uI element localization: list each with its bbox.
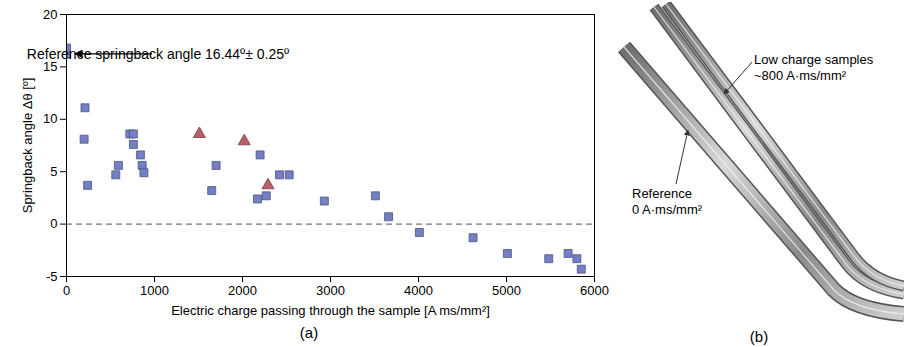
svg-text:20: 20 (43, 7, 57, 22)
svg-text:1000: 1000 (140, 283, 169, 298)
html-text:(b): (b) (749, 328, 769, 345)
svg-text:Reference: Reference (632, 186, 692, 201)
svg-text:Electric charge passing throug: Electric charge passing through the samp… (171, 303, 490, 318)
svg-text:4000: 4000 (404, 283, 433, 298)
svg-text:2000: 2000 (228, 283, 257, 298)
svg-text:0 A·ms/mm²: 0 A·ms/mm² (632, 202, 703, 217)
svg-text:15: 15 (43, 59, 58, 75)
html-text:(a): (a) (299, 324, 319, 341)
svg-text:Low charge samples: Low charge samples (754, 52, 874, 67)
svg-text:5000: 5000 (492, 283, 521, 298)
svg-text:Springback angle Δθ [º]: Springback angle Δθ [º] (20, 78, 35, 214)
svg-text:-5: -5 (46, 269, 58, 284)
svg-text:6000: 6000 (580, 283, 609, 298)
svg-text:Reference springback angle 16.: Reference springback angle 16.44º± 0.25º (27, 46, 289, 62)
svg-text:5: 5 (50, 164, 57, 179)
svg-text:0: 0 (63, 283, 70, 298)
svg-text:10: 10 (43, 111, 57, 126)
svg-text:~800 A·ms/mm²: ~800 A·ms/mm² (754, 68, 847, 83)
svg-text:3000: 3000 (316, 283, 345, 298)
svg-text:0: 0 (50, 216, 57, 231)
